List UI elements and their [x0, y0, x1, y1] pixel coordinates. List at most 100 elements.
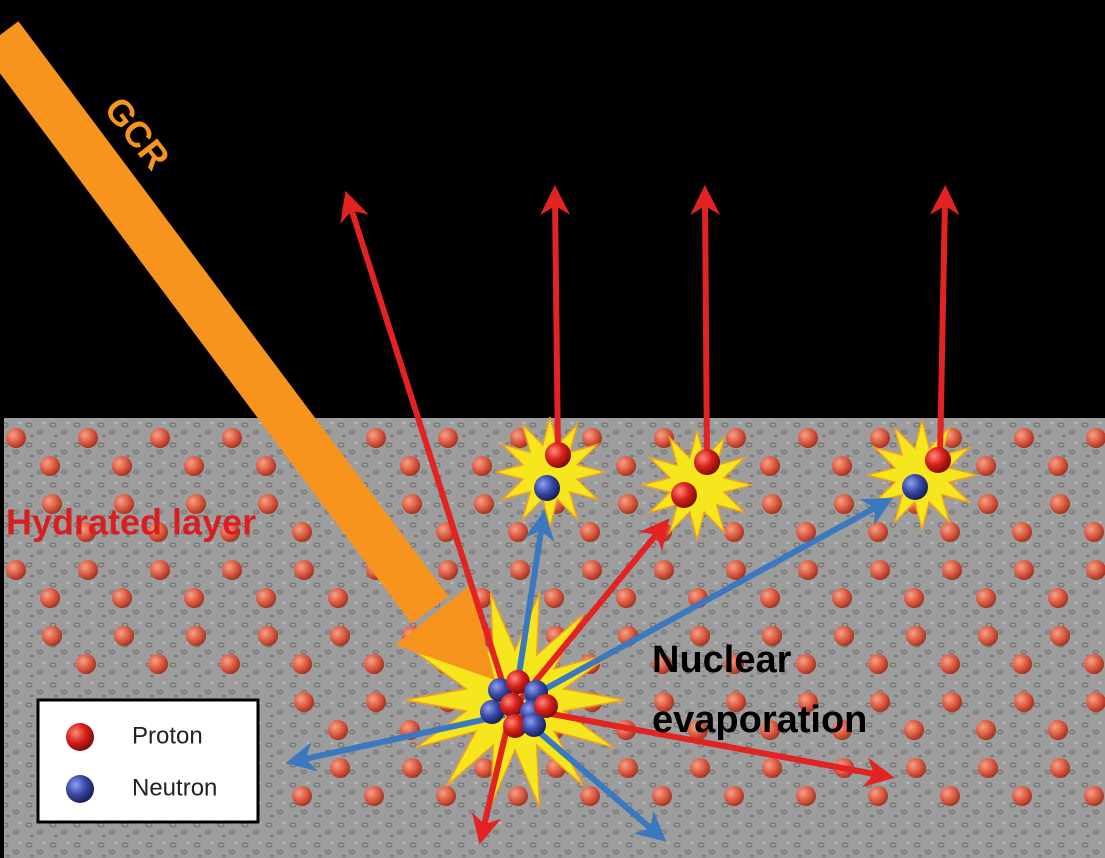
atom [508, 786, 528, 806]
atom [364, 654, 384, 674]
emitted-particle [534, 475, 560, 501]
atom [904, 588, 924, 608]
atom [976, 456, 996, 476]
atom [1050, 758, 1070, 778]
atom [222, 428, 242, 448]
emitted-particle [545, 442, 571, 468]
legend: Proton Neutron [38, 700, 258, 822]
atom [1084, 786, 1104, 806]
atom [1050, 494, 1070, 514]
atom [906, 758, 926, 778]
atom [870, 560, 890, 580]
atom [618, 494, 638, 514]
atom [6, 560, 26, 580]
atom [402, 494, 422, 514]
atom [328, 720, 348, 740]
atom [798, 428, 818, 448]
atom [40, 588, 60, 608]
atom [1012, 786, 1032, 806]
atom [292, 654, 312, 674]
emitted-particle [671, 482, 697, 508]
atom [364, 786, 384, 806]
atom [724, 522, 744, 542]
atom [1048, 720, 1068, 740]
atom [148, 654, 168, 674]
atom [726, 428, 746, 448]
atom [1012, 522, 1032, 542]
legend-proton [66, 723, 94, 751]
atom [330, 626, 350, 646]
atom [78, 560, 98, 580]
atom [256, 456, 276, 476]
atom [328, 588, 348, 608]
atom [580, 522, 600, 542]
atom [870, 428, 890, 448]
atom [112, 456, 132, 476]
atom [1084, 522, 1104, 542]
atom [762, 758, 782, 778]
atom [76, 654, 96, 674]
atom [654, 560, 674, 580]
atom [474, 494, 494, 514]
atom [976, 588, 996, 608]
atom [402, 758, 422, 778]
atom [652, 786, 672, 806]
atom [474, 758, 494, 778]
atom [292, 522, 312, 542]
legend-label: Proton [132, 722, 203, 749]
process-label: Nuclear [652, 639, 792, 681]
atom [6, 428, 26, 448]
atom [906, 626, 926, 646]
atom [978, 626, 998, 646]
atom [1048, 456, 1068, 476]
layer-label: Hydrated layer [6, 502, 256, 543]
atom [832, 588, 852, 608]
atom [1012, 654, 1032, 674]
atom [186, 626, 206, 646]
atom [978, 494, 998, 514]
atom [618, 758, 638, 778]
atom [544, 588, 564, 608]
atom [366, 692, 386, 712]
atom [40, 456, 60, 476]
atom [294, 560, 314, 580]
legend-neutron [66, 775, 94, 803]
atom [796, 786, 816, 806]
atom [760, 588, 780, 608]
atom [112, 588, 132, 608]
atom [904, 720, 924, 740]
atom [1084, 654, 1104, 674]
emitted-particle [694, 449, 720, 475]
atom [690, 758, 710, 778]
atom [582, 560, 602, 580]
atom [438, 560, 458, 580]
atom [1050, 626, 1070, 646]
atom [724, 786, 744, 806]
atom [940, 654, 960, 674]
atom [258, 494, 278, 514]
atom [1014, 560, 1034, 580]
atom [582, 428, 602, 448]
atom [400, 456, 420, 476]
atom [150, 560, 170, 580]
diagram: GCR Hydrated layer Nuclear evaporation P… [0, 0, 1105, 858]
atom [976, 720, 996, 740]
atom [942, 692, 962, 712]
proton-arrow [555, 200, 558, 455]
atom [796, 654, 816, 674]
atom [580, 786, 600, 806]
atom [870, 692, 890, 712]
atom [868, 786, 888, 806]
process-label: evaporation [652, 699, 867, 741]
atom [832, 456, 852, 476]
atom [798, 560, 818, 580]
atom [184, 456, 204, 476]
atom [366, 428, 386, 448]
atom [760, 456, 780, 476]
legend-box [38, 700, 258, 822]
atom [472, 456, 492, 476]
atom [1014, 428, 1034, 448]
atom [220, 654, 240, 674]
atom [78, 428, 98, 448]
atom [222, 560, 242, 580]
